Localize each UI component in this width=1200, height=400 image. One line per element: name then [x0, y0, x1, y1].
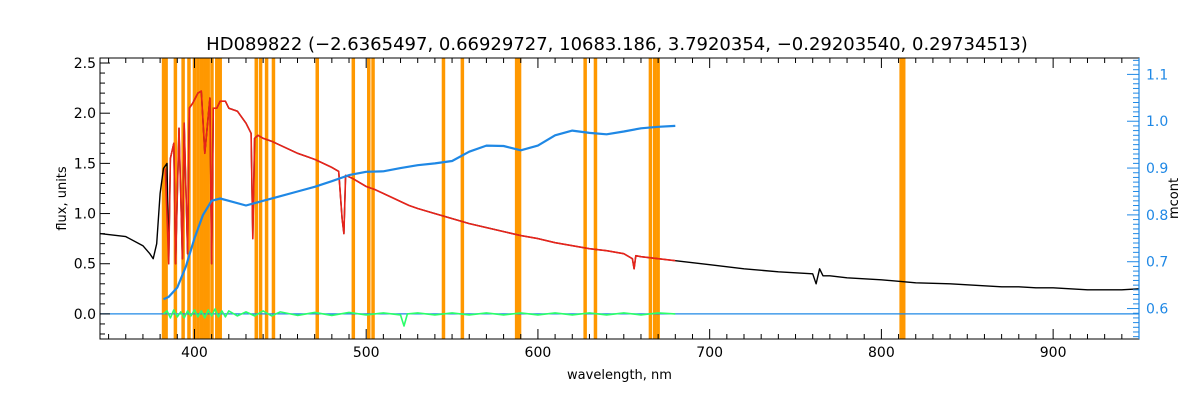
y-tick-label: 1.0: [74, 207, 96, 223]
series-model: [164, 90, 676, 270]
y-tick-label: 2.5: [74, 56, 96, 72]
x-tick-label: 700: [696, 345, 723, 361]
x-tick-label: 800: [868, 345, 895, 361]
y-tick-label: 0.0: [74, 307, 96, 323]
x-axis: 400 500 600 700 800 900: [108, 58, 1140, 361]
series-residual: [162, 308, 676, 327]
y2-tick-label: 1.0: [1146, 114, 1168, 130]
x-tick-label: 900: [1040, 345, 1067, 361]
y2-axis-label: mcont: [1167, 178, 1182, 219]
y2-axis: 0.6 0.7 0.8 0.9 1.0 1.1: [1127, 58, 1168, 339]
y2-tick-label: 0.8: [1146, 208, 1168, 224]
x-tick-label: 500: [353, 345, 380, 361]
data-series: [99, 90, 1140, 327]
y-axis-label: flux, units: [55, 166, 70, 231]
x-tick-label: 400: [181, 345, 208, 361]
x-axis-label: wavelength, nm: [567, 368, 672, 383]
y-tick-label: 0.5: [74, 257, 96, 273]
y-tick-label: 2.0: [74, 106, 96, 122]
series-continuum: [163, 124, 676, 301]
y2-tick-label: 0.7: [1146, 255, 1168, 271]
y2-tick-label: 0.6: [1146, 302, 1168, 318]
y2-tick-label: 1.1: [1146, 67, 1168, 83]
y-axis: 0.0 0.5 1.0 1.5 2.0 2.5: [74, 56, 110, 335]
x-tick-label: 600: [525, 345, 552, 361]
y2-tick-label: 0.9: [1146, 161, 1168, 177]
chart-title: HD089822 (−2.6365497, 0.66929727, 10683.…: [206, 34, 1028, 55]
y-tick-label: 1.5: [74, 156, 96, 172]
